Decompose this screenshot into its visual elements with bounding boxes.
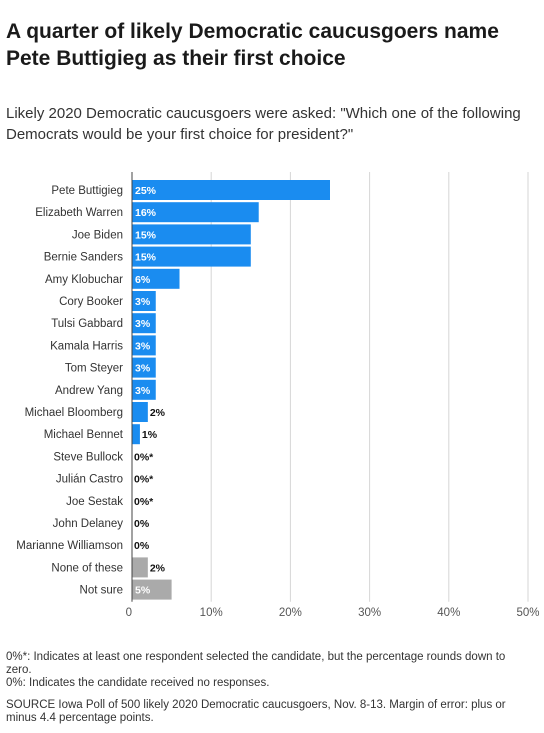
value-label: 5% [135, 585, 151, 597]
x-tick-label: 50% [516, 607, 539, 619]
category-label: Joe Sestak [66, 496, 123, 508]
value-label: 0%* [134, 496, 154, 508]
value-label: 15% [135, 252, 157, 264]
value-label: 15% [135, 229, 157, 241]
bar [132, 579, 172, 600]
value-label: 6% [135, 274, 151, 286]
value-label: 3% [135, 296, 151, 308]
bar [132, 424, 140, 445]
category-label: Cory Booker [59, 296, 123, 308]
category-label: Julián Castro [56, 474, 123, 486]
x-tick-label: 20% [279, 607, 302, 619]
category-label: Andrew Yang [55, 385, 123, 397]
footnotes: 0%*: Indicates at least one respondent s… [6, 651, 534, 690]
value-label: 0%* [134, 474, 154, 486]
bar-chart: 0 10% 20% 30% 40% 50% Pete Buttigieg 25% Elizabe… [16, 172, 540, 619]
value-label: 3% [135, 363, 151, 375]
value-label: 2% [150, 562, 166, 574]
value-label: 0% [134, 518, 150, 530]
value-label: 3% [135, 385, 151, 397]
footnote-rounds-to-zero: 0%*: Indicates at least one respondent s… [6, 651, 506, 676]
category-label: Michael Bloomberg [25, 407, 123, 419]
category-label: Joe Biden [72, 229, 123, 241]
category-label: Tulsi Gabbard [51, 318, 123, 330]
bar [132, 246, 251, 267]
value-label: 2% [150, 407, 166, 419]
bar [132, 557, 148, 578]
value-label: 25% [135, 185, 157, 197]
bar [132, 357, 156, 378]
value-label: 16% [135, 207, 157, 219]
category-label: Michael Bennet [44, 429, 124, 441]
source-note: SOURCE Iowa Poll of 500 likely 2020 Demo… [6, 699, 506, 724]
category-label: John Delaney [53, 518, 124, 530]
bar [132, 379, 156, 400]
value-label: 3% [135, 318, 151, 330]
category-label: Pete Buttigieg [51, 185, 123, 197]
bar [132, 402, 148, 422]
footnote-no-responses: 0%: Indicates the candidate received no … [6, 677, 270, 689]
chart-title: A quarter of likely Democratic caucusgoe… [6, 20, 499, 70]
bar [132, 335, 156, 356]
x-tick-label: 40% [437, 607, 460, 619]
bar [132, 202, 259, 223]
bar [132, 291, 156, 311]
bar [132, 180, 330, 200]
value-label: 1% [142, 429, 158, 441]
category-label: Steve Bullock [53, 451, 123, 463]
category-label: Amy Klobuchar [45, 274, 123, 286]
category-label: Bernie Sanders [44, 252, 124, 264]
category-label: Marianne Williamson [16, 540, 123, 552]
category-label: Tom Steyer [65, 363, 123, 375]
category-label: None of these [51, 562, 123, 574]
value-label: 0% [134, 540, 150, 552]
x-tick-label: 10% [200, 607, 223, 619]
chart-subtitle: Likely 2020 Democratic caucusgoers were … [6, 105, 521, 143]
x-tick-label: 30% [358, 607, 381, 619]
value-label: 0%* [134, 451, 154, 463]
category-label: Not sure [80, 585, 123, 597]
x-tick-label: 0 [126, 607, 132, 619]
bar [132, 224, 251, 245]
value-label: 3% [135, 340, 151, 352]
category-label: Elizabeth Warren [35, 207, 123, 219]
bar [132, 313, 156, 334]
category-label: Kamala Harris [50, 340, 123, 352]
bar [132, 268, 180, 289]
